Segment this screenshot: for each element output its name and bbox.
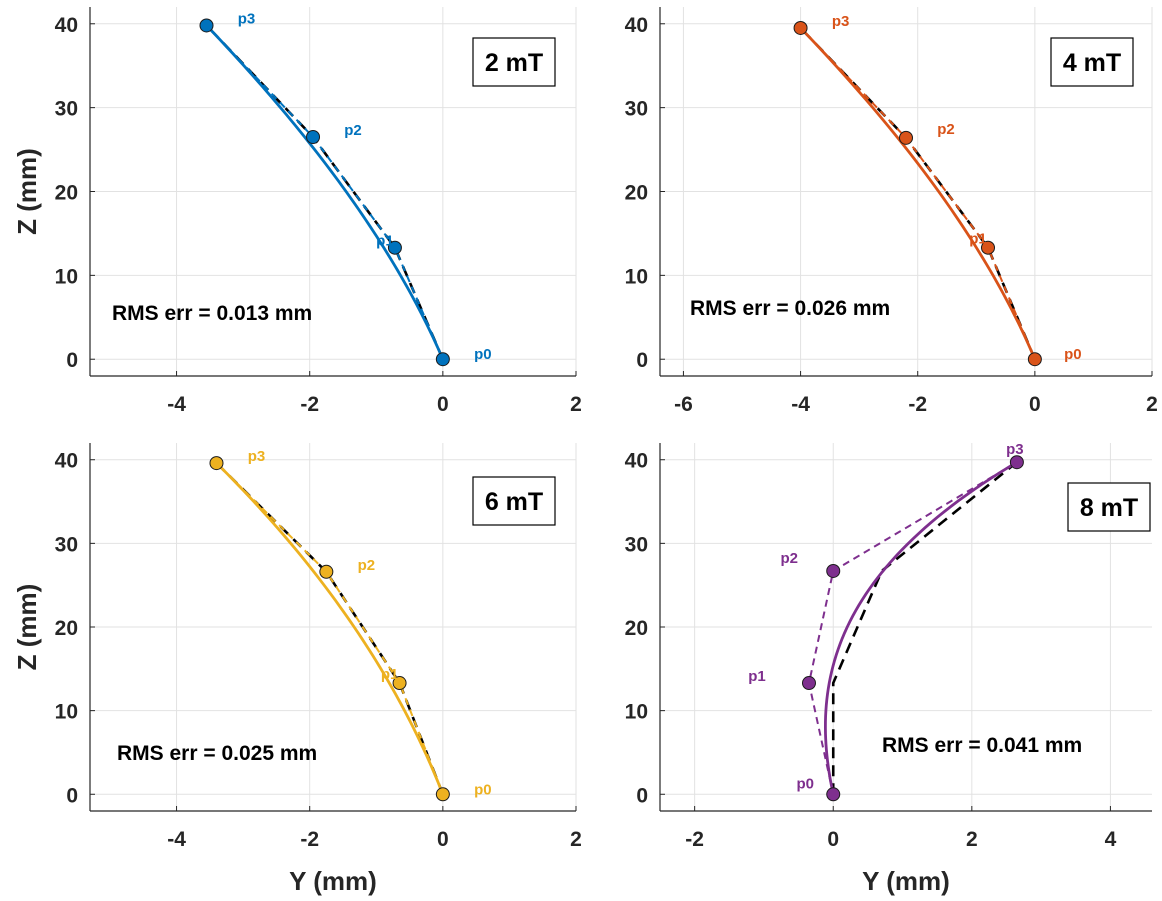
control-point-p2 [826, 563, 841, 578]
x-tick-label: 2 [966, 828, 978, 851]
control-point-p1 [387, 240, 402, 255]
x-tick-label: -2 [908, 393, 927, 416]
y-tick-label: 20 [55, 617, 78, 640]
point-label: p3 [238, 10, 256, 27]
field-label: 2 mT [485, 49, 543, 77]
reference-curve [831, 461, 1018, 795]
x-tick-label: -4 [167, 828, 186, 851]
control-polygon [807, 461, 1018, 795]
x-tick-label: 4 [1105, 828, 1117, 851]
x-tick-label: -4 [167, 393, 186, 416]
rms-error-label: RMS err = 0.041 mm [882, 734, 1082, 757]
point-label: p2 [937, 121, 955, 138]
point-label: p0 [474, 346, 492, 363]
control-point-p0 [435, 352, 450, 367]
y-tick-label: 10 [625, 265, 648, 288]
point-label: p0 [1064, 346, 1082, 363]
control-point-p2 [899, 130, 913, 145]
control-point-p3 [793, 20, 808, 35]
point-label: p0 [796, 775, 814, 792]
y-tick-label: 40 [625, 14, 648, 37]
control-point-p1 [392, 676, 407, 691]
y-tick-label: 20 [625, 182, 648, 205]
rms-error-label: RMS err = 0.025 mm [117, 742, 317, 765]
y-tick-label: 0 [66, 349, 78, 372]
y-axis-label: Z (mm) [12, 148, 42, 235]
field-label-box [472, 476, 556, 526]
control-point-p0 [826, 787, 841, 802]
point-label: p0 [474, 781, 492, 798]
point-label: p1 [969, 231, 987, 248]
y-tick-label: 0 [636, 784, 648, 807]
x-tick-label: -2 [300, 393, 319, 416]
x-tick-label: 0 [827, 828, 839, 851]
y-tick-label: 10 [55, 265, 78, 288]
y-axis-label: Z (mm) [12, 584, 42, 671]
x-tick-label: -4 [791, 393, 810, 416]
control-point-p0 [435, 787, 450, 802]
fitted-curve [799, 27, 1037, 360]
y-tick-label: 0 [66, 784, 78, 807]
field-label: 8 mT [1080, 494, 1138, 522]
fitted-curve [205, 24, 445, 360]
y-tick-label: 30 [625, 533, 648, 556]
y-tick-label: 20 [625, 617, 648, 640]
control-point-p2 [319, 564, 334, 579]
field-label-box [1050, 37, 1134, 87]
point-label: p1 [748, 668, 766, 685]
x-tick-label: -2 [685, 828, 704, 851]
y-tick-label: 30 [55, 98, 78, 121]
x-tick-label: 2 [570, 828, 582, 851]
control-point-p0 [1027, 352, 1042, 367]
x-tick-label: 2 [570, 393, 582, 416]
control-point-p3 [1009, 455, 1024, 470]
control-point-p1 [981, 240, 995, 255]
point-label: p3 [248, 448, 266, 465]
control-polygon [205, 24, 444, 360]
y-tick-label: 20 [55, 182, 78, 205]
y-tick-label: 30 [55, 533, 78, 556]
y-tick-label: 10 [55, 701, 78, 724]
y-tick-label: 30 [625, 98, 648, 121]
y-tick-label: 40 [55, 450, 78, 473]
field-label: 4 mT [1063, 49, 1121, 77]
point-label: p3 [1006, 441, 1024, 458]
control-point-p3 [209, 456, 224, 471]
y-tick-label: 40 [55, 14, 78, 37]
field-label-box [1067, 482, 1151, 532]
point-label: p2 [780, 550, 798, 567]
field-label: 6 mT [485, 488, 543, 516]
point-label: p1 [381, 666, 399, 683]
x-tick-label: -6 [674, 393, 693, 416]
point-label: p2 [344, 122, 362, 139]
x-tick-label: -2 [300, 828, 319, 851]
control-polygon [215, 462, 444, 795]
field-label-box [472, 37, 556, 87]
point-label: p1 [376, 233, 394, 250]
control-point-p2 [306, 129, 321, 144]
x-tick-label: 0 [437, 393, 449, 416]
control-point-p3 [199, 18, 214, 33]
y-tick-label: 0 [636, 349, 648, 372]
y-tick-label: 40 [625, 450, 648, 473]
fitted-curve [823, 461, 1018, 795]
rms-error-label: RMS err = 0.026 mm [690, 297, 890, 320]
point-label: p2 [358, 557, 376, 574]
fitted-curve [215, 462, 445, 795]
control-polygon [799, 27, 1036, 360]
x-tick-label: 0 [437, 828, 449, 851]
x-tick-label: 2 [1146, 393, 1158, 416]
point-label: p3 [832, 13, 850, 30]
x-axis-label: Y (mm) [289, 866, 377, 896]
x-tick-label: 0 [1029, 393, 1041, 416]
control-point-p1 [801, 676, 816, 691]
y-tick-label: 10 [625, 701, 648, 724]
rms-error-label: RMS err = 0.013 mm [112, 302, 312, 325]
x-axis-label: Y (mm) [862, 866, 950, 896]
